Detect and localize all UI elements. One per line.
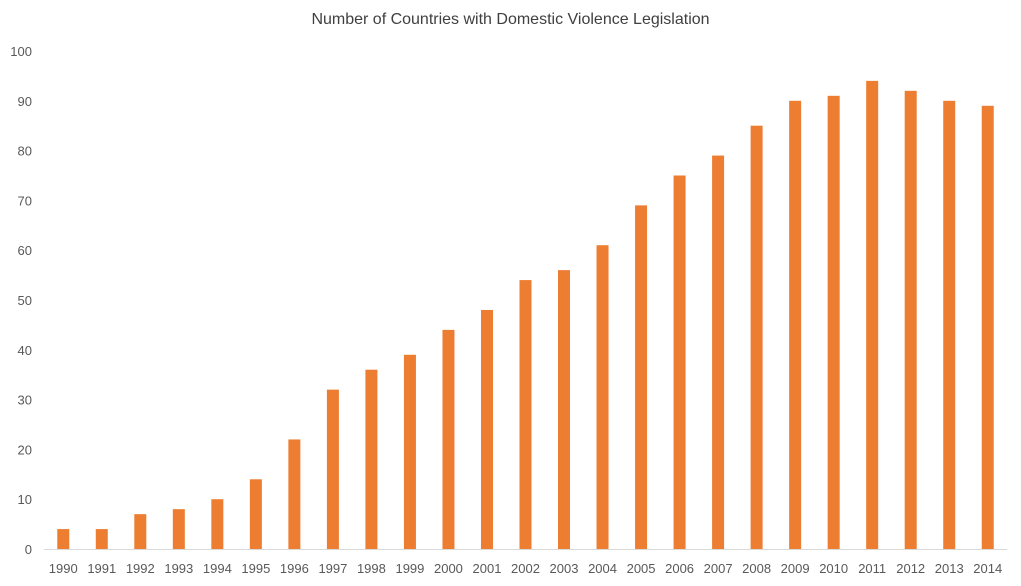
x-tick-label: 2011 <box>858 561 886 576</box>
x-tick-label: 2008 <box>742 561 771 576</box>
y-tick-label: 40 <box>18 343 32 358</box>
x-tick-label: 1995 <box>241 561 270 576</box>
x-tick-label: 2000 <box>434 561 463 576</box>
bar-1991 <box>95 529 108 549</box>
x-tick-label: 2010 <box>819 561 848 576</box>
x-tick-label: 1991 <box>87 561 116 576</box>
bar-1996 <box>288 439 301 549</box>
x-tick-label: 2001 <box>473 561 502 576</box>
bar-2006 <box>673 175 686 549</box>
bar-1995 <box>249 479 262 549</box>
x-tick-label: 1997 <box>318 561 347 576</box>
y-tick-label: 70 <box>18 193 32 208</box>
bar-2011 <box>866 80 879 549</box>
x-tick-label: 1994 <box>203 561 232 576</box>
bar-2003 <box>558 270 571 549</box>
bar-2004 <box>596 245 609 549</box>
bar-2005 <box>635 205 648 549</box>
x-tick-label: 1990 <box>49 561 78 576</box>
x-tick-label: 2013 <box>935 561 964 576</box>
bar-2007 <box>712 155 725 549</box>
x-tick-label: 2014 <box>973 561 1002 576</box>
y-tick-label: 60 <box>18 243 32 258</box>
bar-1990 <box>57 529 70 549</box>
y-axis-tick-labels: 0 10 20 30 40 50 60 70 80 90 100 <box>10 44 32 557</box>
y-tick-label: 80 <box>18 144 32 159</box>
y-tick-label: 10 <box>18 492 32 507</box>
bar-2013 <box>943 100 956 550</box>
chart-title: Number of Countries with Domestic Violen… <box>311 11 710 28</box>
bar-2012 <box>904 90 917 549</box>
bar-2008 <box>750 125 763 549</box>
x-tick-label: 2009 <box>781 561 810 576</box>
bar-2010 <box>827 95 840 549</box>
x-tick-label: 2007 <box>704 561 733 576</box>
bar-1997 <box>326 389 339 549</box>
bars-group <box>57 80 994 550</box>
x-tick-label: 1999 <box>395 561 424 576</box>
x-tick-label: 2003 <box>550 561 579 576</box>
bar-1993 <box>172 509 185 549</box>
bar-2000 <box>442 329 455 549</box>
bar-2009 <box>789 100 802 550</box>
x-axis-tick-labels: 1990 1991 1992 1993 1994 1995 1996 1997 1998 1999… <box>49 561 1002 576</box>
x-tick-label: 1993 <box>164 561 193 576</box>
x-tick-label: 1992 <box>126 561 155 576</box>
bar-1994 <box>211 499 224 549</box>
y-tick-label: 90 <box>18 94 32 109</box>
x-tick-label: 2004 <box>588 561 617 576</box>
bar-1998 <box>365 369 378 549</box>
y-tick-label: 30 <box>18 393 32 408</box>
bar-2014 <box>981 105 994 549</box>
y-tick-label: 20 <box>18 442 32 457</box>
bar-2002 <box>519 280 532 549</box>
x-tick-label: 2005 <box>627 561 656 576</box>
y-tick-label: 100 <box>10 44 32 59</box>
y-tick-label: 50 <box>18 293 32 308</box>
y-tick-label: 0 <box>25 542 32 557</box>
x-tick-label: 1996 <box>280 561 309 576</box>
x-tick-label: 2012 <box>896 561 925 576</box>
x-tick-label: 2006 <box>665 561 694 576</box>
x-tick-label: 1998 <box>357 561 386 576</box>
bar-1992 <box>134 514 147 549</box>
bar-2001 <box>480 309 493 549</box>
bar-1999 <box>403 354 416 549</box>
x-tick-label: 2002 <box>511 561 540 576</box>
